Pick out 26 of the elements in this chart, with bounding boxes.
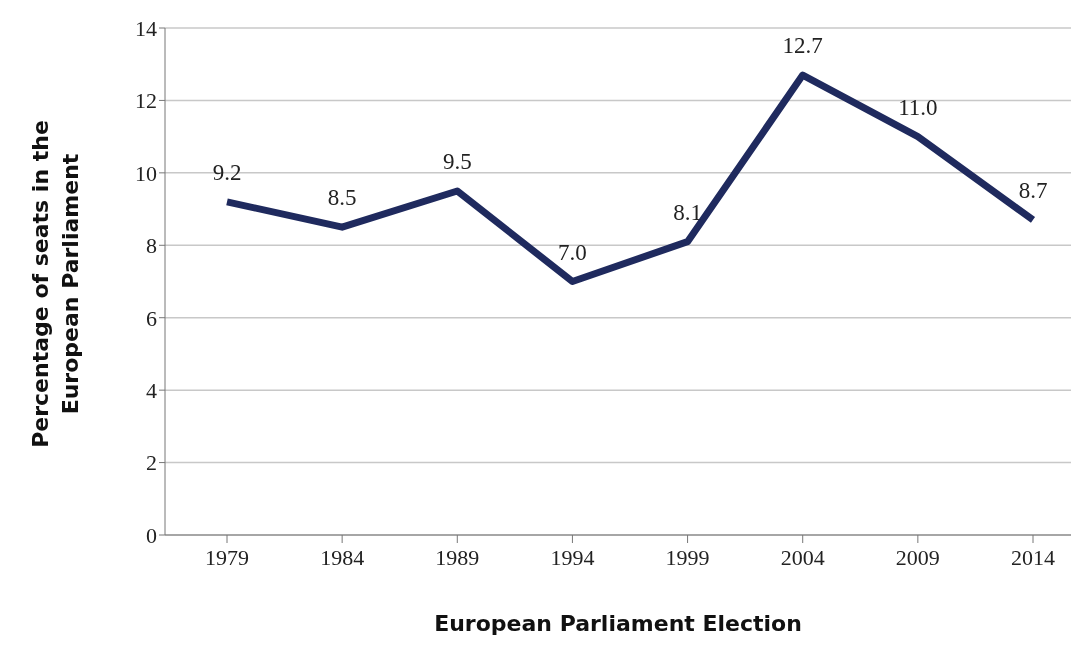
y-tick-label: 2: [146, 450, 157, 476]
x-axis-title: European Parliament Election: [434, 610, 802, 636]
text: 7.0: [558, 239, 587, 265]
text: 11.0: [898, 94, 938, 120]
y-tick-label: 10: [135, 160, 157, 186]
x-tick-label: 1979: [205, 544, 249, 570]
x-tick-label: 1984: [320, 544, 365, 570]
y-axis-title: Percentage of seats in the European Parliament: [27, 119, 84, 450]
x-tick-label: 1994: [550, 544, 595, 570]
y-tick-label: 6: [146, 305, 157, 331]
y-tick-label: 4: [146, 377, 157, 403]
x-tick-label: 2004: [780, 544, 825, 570]
text: 9.2: [212, 159, 242, 185]
text: 9.5: [442, 148, 472, 174]
y-tick-label: 8: [146, 233, 157, 259]
text: 8.5: [327, 185, 357, 211]
text: 12.7: [782, 33, 823, 59]
text: 8.1: [673, 199, 702, 225]
y-tick-label: 14: [135, 15, 157, 41]
text: 8.7: [1018, 177, 1048, 203]
y-tick-label: 12: [135, 88, 157, 114]
x-tick-label: 1989: [435, 544, 480, 570]
x-tick-label: 2009: [895, 544, 940, 570]
x-tick-label: 1999: [665, 544, 710, 570]
x-tick-label: 2014: [1011, 544, 1055, 570]
y-tick-label: 0: [146, 522, 157, 548]
